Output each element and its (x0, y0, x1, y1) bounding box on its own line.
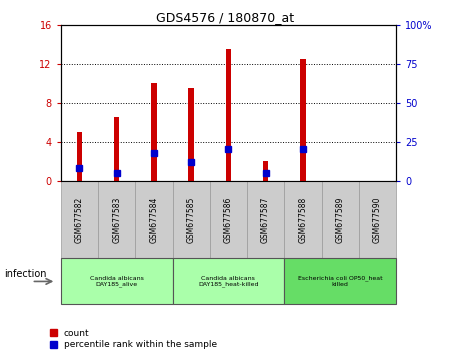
Bar (284, 181, 321, 258)
Legend: count, percentile rank within the sample: count, percentile rank within the sample (50, 329, 217, 349)
Text: GSM677589: GSM677589 (336, 196, 345, 243)
Bar (321, 181, 359, 258)
Bar (114, 117, 119, 181)
Bar (247, 181, 284, 258)
Bar (172, 258, 284, 304)
Text: infection: infection (4, 269, 47, 279)
Text: GSM677585: GSM677585 (187, 196, 196, 243)
Text: GSM677583: GSM677583 (112, 196, 121, 243)
Bar (135, 181, 172, 258)
Text: GSM677584: GSM677584 (149, 196, 158, 243)
Text: GSM677586: GSM677586 (224, 196, 233, 243)
Text: Candida albicans
DAY185_alive: Candida albicans DAY185_alive (90, 276, 144, 287)
Bar (225, 49, 231, 181)
Bar (61, 181, 98, 258)
Text: GSM677582: GSM677582 (75, 196, 84, 242)
Bar (210, 181, 247, 258)
Text: GSM677587: GSM677587 (261, 196, 270, 243)
Bar (151, 83, 157, 181)
Bar (300, 59, 306, 181)
Text: Escherichia coli OP50_heat
killed: Escherichia coli OP50_heat killed (298, 276, 382, 287)
Bar (61, 258, 172, 304)
Bar (98, 181, 135, 258)
Bar (172, 181, 210, 258)
Text: Candida albicans
DAY185_heat-killed: Candida albicans DAY185_heat-killed (198, 276, 259, 287)
Bar (189, 88, 194, 181)
Bar (76, 132, 82, 181)
Text: GSM677588: GSM677588 (298, 196, 307, 242)
Text: GDS4576 / 180870_at: GDS4576 / 180870_at (156, 11, 294, 24)
Bar (359, 181, 396, 258)
Text: GSM677590: GSM677590 (373, 196, 382, 243)
Bar (284, 258, 396, 304)
Bar (263, 161, 268, 181)
